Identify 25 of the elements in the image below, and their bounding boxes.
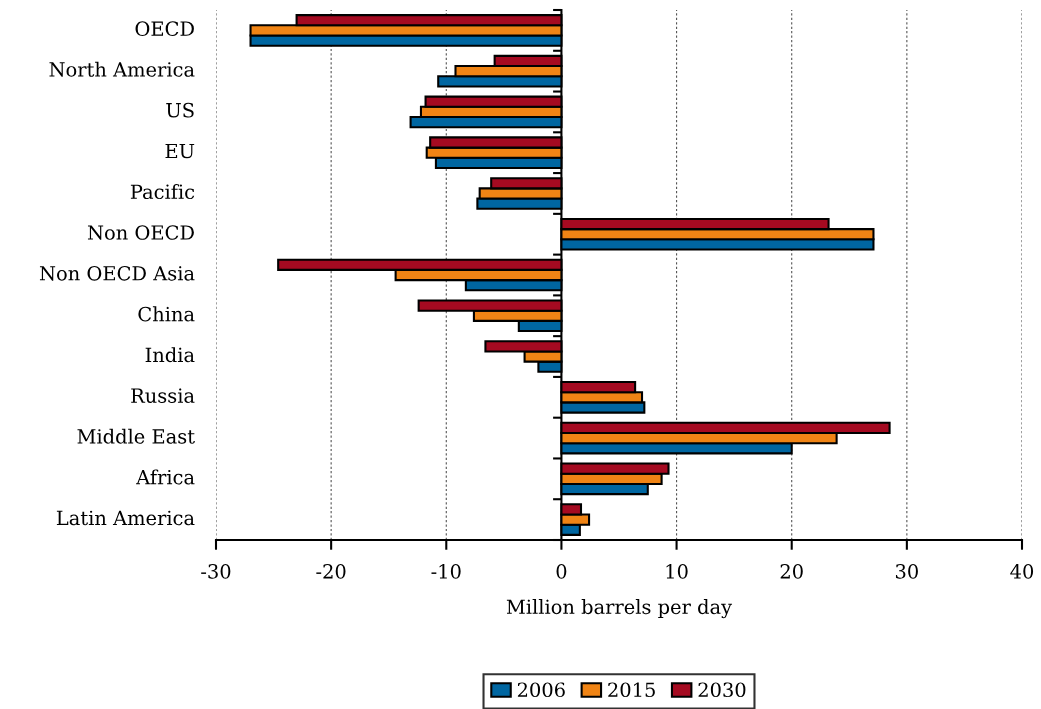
y-tick-label: North America [49,61,195,77]
x-tick-label: -20 [316,563,346,579]
legend-label: 2030 [698,682,746,698]
legend-label: 2006 [517,682,565,698]
y-tick-label: US [166,102,194,118]
x-tick-label: 20 [780,563,803,579]
y-tick-label: Non OECD Asia [39,265,195,281]
x-tick-label: 40 [1010,563,1034,579]
y-tick-label: Africa [136,469,195,485]
x-tick-label: -10 [431,563,461,579]
y-tick-label: OECD [135,21,194,37]
y-tick-label: India [145,347,195,363]
y-tick-label: Pacific [130,184,195,200]
x-tick-label: 10 [666,563,688,579]
y-tick-label: Russia [131,388,195,403]
x-axis-title: Million barrels per day [506,599,733,619]
legend-label: 2015 [608,682,655,698]
x-tick-label: -30 [201,563,231,579]
y-tick-label: EU [165,143,195,159]
x-tick-label: 0 [556,563,567,579]
y-tick-label: China [138,306,195,322]
y-tick-label: Latin America [56,510,195,526]
x-tick-label: 30 [895,563,918,579]
y-tick-label: Non OECD [87,225,194,240]
y-tick-label: Middle East [77,428,195,444]
